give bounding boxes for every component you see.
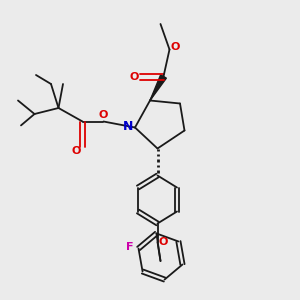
Text: O: O xyxy=(129,71,139,82)
Text: N: N xyxy=(123,119,134,133)
Text: O: O xyxy=(170,42,180,52)
Text: O: O xyxy=(159,237,168,247)
Polygon shape xyxy=(150,75,166,100)
Text: F: F xyxy=(126,242,133,252)
Text: O: O xyxy=(99,110,108,120)
Text: O: O xyxy=(72,146,81,156)
